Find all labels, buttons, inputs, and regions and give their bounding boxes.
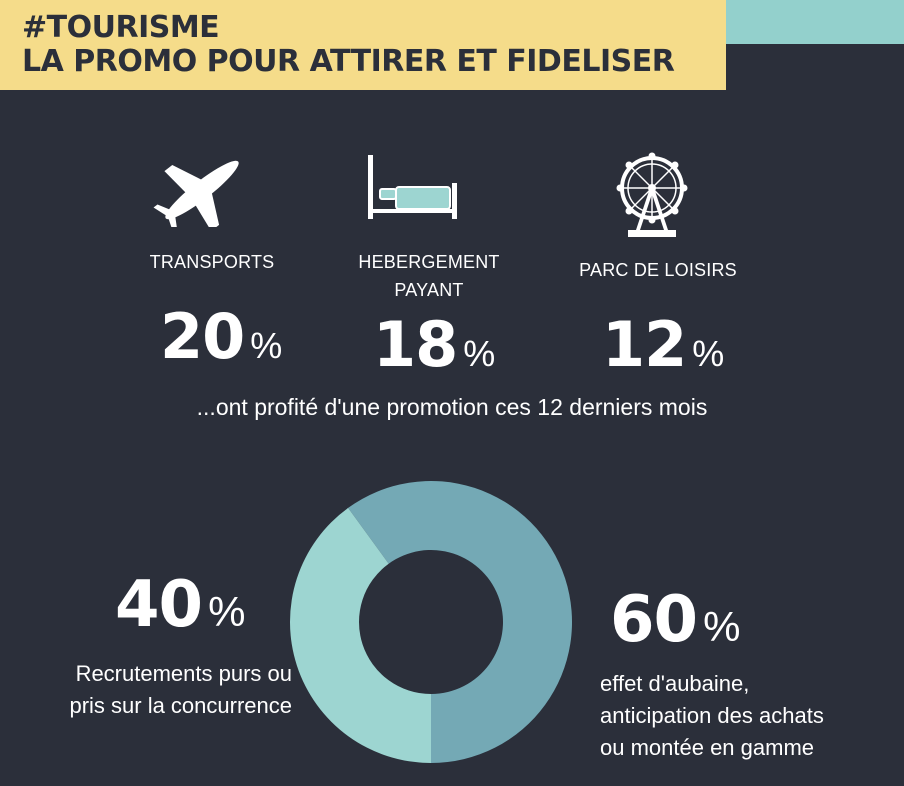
caption: ...ont profité d'une promotion ces 12 de… bbox=[196, 394, 708, 420]
desc-line: effet d'aubaine, bbox=[600, 671, 750, 696]
category-label-parc: PARC DE LOISIRS bbox=[538, 256, 778, 284]
percent-value: 18 bbox=[373, 308, 458, 381]
header-banner: #TOURISME LA PROMO POUR ATTIRER ET FIDEL… bbox=[0, 0, 726, 90]
desc-line: ou montée en gamme bbox=[600, 735, 815, 760]
percent-transports: 20% bbox=[160, 300, 282, 373]
donut-slice-aubaine bbox=[348, 481, 572, 763]
percent-sign: % bbox=[250, 325, 283, 366]
donut-right-description: effet d'aubaine, anticipation des achats… bbox=[600, 668, 890, 764]
percent-sign: % bbox=[692, 333, 725, 374]
category-transports bbox=[92, 152, 312, 227]
donut-left-description: Recrutements purs ou pris sur la concurr… bbox=[22, 658, 292, 722]
percent-sign: % bbox=[703, 603, 741, 650]
desc-line: pris sur la concurrence bbox=[69, 693, 292, 718]
percent-hebergement: 18% bbox=[373, 308, 495, 381]
bed-icon bbox=[368, 155, 457, 219]
category-parc-loisirs bbox=[542, 152, 762, 242]
label-line: TRANSPORTS bbox=[149, 252, 275, 272]
airplane-icon bbox=[153, 160, 239, 227]
donut-right-percent: 60% bbox=[610, 583, 740, 657]
label-line: PARC DE LOISIRS bbox=[579, 260, 737, 280]
percent-value: 20 bbox=[160, 300, 245, 373]
category-label-transports: TRANSPORTS bbox=[92, 248, 332, 276]
hashtag-title: #TOURISME bbox=[22, 10, 220, 45]
percent-value: 40 bbox=[115, 568, 203, 642]
desc-line: anticipation des achats bbox=[600, 703, 824, 728]
category-hebergement bbox=[302, 153, 522, 221]
donut-slice-recrutements bbox=[289, 507, 431, 763]
label-line: PAYANT bbox=[394, 280, 464, 300]
category-label-hebergement: HEBERGEMENT PAYANT bbox=[309, 248, 549, 304]
ferris-wheel-icon bbox=[616, 152, 688, 237]
donut-left-percent: 40% bbox=[115, 568, 245, 642]
label-line: HEBERGEMENT bbox=[358, 252, 500, 272]
percent-value: 12 bbox=[602, 308, 687, 381]
page-title: LA PROMO POUR ATTIRER ET FIDELISER bbox=[22, 44, 675, 79]
desc-line: Recrutements purs ou bbox=[75, 661, 292, 686]
percent-value: 60 bbox=[610, 583, 698, 657]
percent-sign: % bbox=[463, 333, 496, 374]
accent-strip bbox=[726, 0, 904, 44]
percent-sign: % bbox=[208, 588, 246, 635]
percent-parc: 12% bbox=[602, 308, 724, 381]
